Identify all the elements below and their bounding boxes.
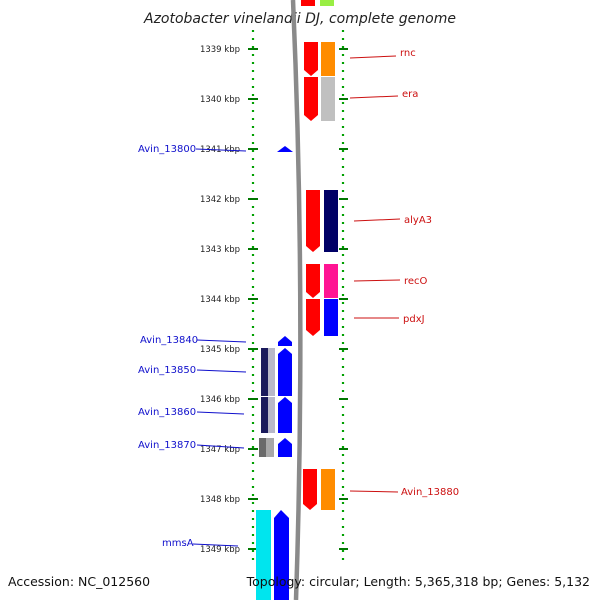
kbp-label-1339: 1339 kbp bbox=[200, 45, 240, 55]
left-gene-labels: Avin_13800 Avin_13840 Avin_13850 Avin_13… bbox=[138, 144, 198, 549]
right-leader-lines bbox=[349, 55, 401, 493]
gene-era-strand[interactable] bbox=[304, 77, 318, 121]
kbp-label-1347: 1347 kbp bbox=[200, 445, 240, 455]
label-avin-13880[interactable]: Avin_13880 bbox=[401, 487, 459, 498]
kbp-label-1342: 1342 kbp bbox=[200, 195, 240, 205]
gene-avin-13870-strand[interactable] bbox=[278, 438, 292, 457]
label-alya3[interactable]: alyA3 bbox=[404, 215, 432, 226]
label-avin-13860[interactable]: Avin_13860 bbox=[138, 407, 196, 418]
accession-text: Accession: NC_012560 bbox=[8, 574, 151, 589]
gene-avin-13880-class[interactable] bbox=[321, 469, 335, 510]
gene-avin-13840[interactable] bbox=[278, 336, 292, 346]
right-gene-labels: rnc era alyA3 recO pdxJ Avin_13880 bbox=[400, 48, 459, 498]
gene-mmsa-class[interactable] bbox=[256, 510, 271, 600]
label-avin-13870[interactable]: Avin_13870 bbox=[138, 440, 196, 451]
label-avin-13800[interactable]: Avin_13800 bbox=[138, 144, 196, 155]
left-leader-lines bbox=[192, 148, 247, 547]
gene-avin-13870-class-shade bbox=[266, 438, 274, 457]
label-reco[interactable]: recO bbox=[404, 276, 428, 287]
gene-rnc-strand[interactable] bbox=[304, 42, 318, 76]
kbp-label-1340: 1340 kbp bbox=[200, 95, 240, 105]
label-avin-13850[interactable]: Avin_13850 bbox=[138, 365, 196, 376]
label-era[interactable]: era bbox=[402, 89, 418, 100]
gene-rnc-class[interactable] bbox=[321, 42, 335, 76]
label-mmsa[interactable]: mmsA bbox=[162, 538, 194, 549]
gene-pdxj-class[interactable] bbox=[324, 299, 338, 336]
gene-alya3-class[interactable] bbox=[324, 190, 338, 252]
gene-reco-strand[interactable] bbox=[306, 264, 320, 298]
gene-avin-13860-class-shade bbox=[268, 397, 275, 433]
gene-reco-class[interactable] bbox=[324, 264, 338, 298]
gene-mmsa-strand[interactable] bbox=[274, 510, 289, 600]
map-title: Azotobacter vinelandii DJ, complete geno… bbox=[143, 11, 456, 27]
gene-avin-13850-strand[interactable] bbox=[278, 348, 292, 396]
gene-top-green-partial bbox=[320, 0, 334, 6]
gene-top-red-partial bbox=[301, 0, 315, 6]
gene-alya3-strand[interactable] bbox=[306, 190, 320, 252]
kbp-label-1343: 1343 kbp bbox=[200, 245, 240, 255]
kbp-label-1345: 1345 kbp bbox=[200, 345, 240, 355]
kbp-label-1348: 1348 kbp bbox=[200, 495, 240, 505]
kbp-label-1344: 1344 kbp bbox=[200, 295, 240, 305]
gene-avin-13850-class-shade bbox=[268, 348, 275, 396]
kbp-labels: 1339 kbp 1340 kbp 1341 kbp 1342 kbp 1343… bbox=[200, 45, 240, 555]
kbp-label-1349: 1349 kbp bbox=[200, 545, 240, 555]
label-pdxj[interactable]: pdxJ bbox=[403, 314, 425, 325]
label-rnc[interactable]: rnc bbox=[400, 48, 416, 59]
gene-pdxj-strand[interactable] bbox=[306, 299, 320, 336]
gene-features bbox=[256, 0, 338, 600]
gene-avin-13880-strand[interactable] bbox=[303, 469, 317, 510]
kbp-label-1346: 1346 kbp bbox=[200, 395, 240, 405]
label-avin-13840[interactable]: Avin_13840 bbox=[140, 335, 198, 346]
gene-avin-13860-strand[interactable] bbox=[278, 397, 292, 433]
chromosome-backbone bbox=[290, 0, 303, 600]
gene-era-class[interactable] bbox=[321, 77, 335, 121]
gene-avin-13800[interactable] bbox=[277, 146, 293, 152]
topology-text: Topology: circular; Length: 5,365,318 bp… bbox=[246, 574, 590, 589]
